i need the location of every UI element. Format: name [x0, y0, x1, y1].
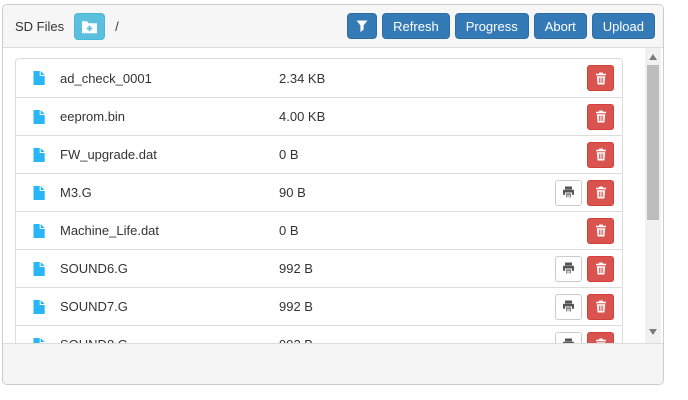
file-row: SOUND8.G 992 B: [16, 325, 622, 343]
file-size: 992 B: [279, 261, 313, 276]
file-actions: [587, 65, 622, 91]
file-row: SOUND7.G 992 B: [16, 287, 622, 325]
scrollbar[interactable]: [645, 48, 661, 343]
print-button[interactable]: [555, 255, 582, 282]
delete-button[interactable]: [587, 179, 614, 206]
file-actions: [555, 293, 622, 320]
current-path: /: [115, 18, 119, 34]
delete-button[interactable]: [587, 103, 614, 130]
file-name: M3.G: [60, 185, 92, 200]
create-folder-button[interactable]: [74, 12, 106, 40]
file-name: FW_upgrade.dat: [60, 147, 157, 162]
scrollbar-thumb[interactable]: [647, 65, 659, 220]
file-actions: [555, 255, 622, 282]
refresh-button[interactable]: Refresh: [382, 13, 450, 39]
panel-footer: [3, 343, 663, 384]
file-actions: [555, 179, 622, 206]
file-actions: [587, 141, 622, 168]
file-name: SOUND8.G: [60, 337, 279, 343]
sd-files-panel: SD Files / Refresh Progress Ab: [2, 4, 664, 385]
file-name: Machine_Life.dat: [60, 223, 160, 238]
print-button[interactable]: [555, 331, 582, 343]
print-button[interactable]: [555, 293, 582, 320]
scroll-down-arrow[interactable]: [645, 325, 661, 339]
file-row: M3.G 90 B: [16, 173, 622, 211]
file-size: 0 B: [279, 147, 299, 162]
file-name: eeprom.bin: [60, 109, 126, 124]
file-size: 2.34 KB: [279, 70, 326, 86]
abort-button[interactable]: Abort: [533, 13, 587, 39]
file-icon: [16, 70, 60, 86]
file-size: 90 B: [279, 185, 306, 200]
filter-icon: [356, 20, 368, 33]
file-icon: [16, 185, 60, 201]
file-name: SOUND7.G: [60, 299, 128, 314]
file-size: 992 B: [279, 299, 313, 314]
file-row: SOUND6.G 992 B: [16, 249, 622, 287]
file-name: SOUND6.G: [60, 261, 128, 276]
file-icon: [16, 109, 60, 125]
file-size: 992 B: [279, 337, 555, 343]
file-name: ad_check_0001: [60, 70, 152, 86]
file-row: eeprom.bin 4.00 KB: [16, 97, 622, 135]
delete-button[interactable]: [587, 293, 614, 320]
file-actions: [587, 103, 622, 130]
file-size: 0 B: [279, 223, 299, 238]
file-list: ad_check_0001 2.34 KB: [15, 58, 623, 343]
delete-button[interactable]: [587, 217, 614, 244]
panel-heading: SD Files / Refresh Progress Ab: [3, 5, 663, 48]
heading-actions: Refresh Progress Abort Upload: [347, 13, 655, 39]
panel-title: SD Files: [15, 18, 65, 34]
upload-button[interactable]: Upload: [591, 13, 655, 39]
file-icon: [16, 223, 60, 239]
file-row: ad_check_0001 2.34 KB: [16, 59, 622, 97]
file-row: Machine_Life.dat 0 B: [16, 211, 622, 249]
file-list-viewport: ad_check_0001 2.34 KB: [3, 48, 663, 343]
file-actions: [555, 331, 622, 343]
file-size: 4.00 KB: [279, 109, 326, 124]
file-icon: [16, 261, 60, 277]
scroll-up-arrow[interactable]: [645, 50, 661, 64]
delete-button[interactable]: [587, 141, 614, 168]
folder-plus-icon: [81, 19, 98, 34]
file-icon: [16, 337, 60, 343]
delete-button[interactable]: [587, 255, 614, 282]
filter-button[interactable]: [347, 13, 378, 39]
file-row: FW_upgrade.dat 0 B: [16, 135, 622, 173]
file-icon: [16, 147, 60, 163]
delete-button[interactable]: [587, 331, 614, 343]
delete-button[interactable]: [587, 65, 614, 91]
file-actions: [587, 217, 622, 244]
file-icon: [16, 299, 60, 315]
progress-button[interactable]: Progress: [454, 13, 529, 39]
print-button[interactable]: [555, 179, 582, 206]
